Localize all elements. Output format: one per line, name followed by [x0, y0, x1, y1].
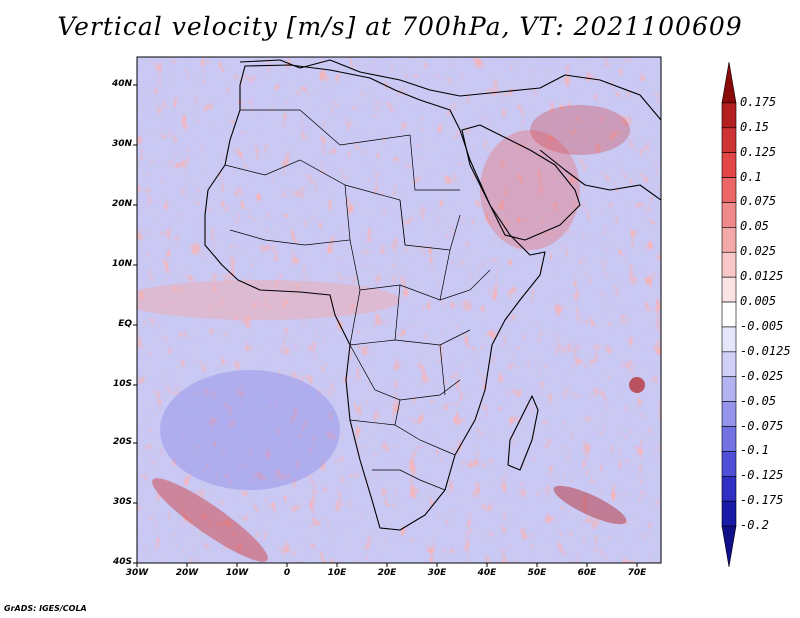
colorbar-segment [721, 376, 737, 402]
lon-label-30e: 30E [427, 568, 447, 578]
lat-label-40s: 40S [112, 557, 132, 567]
colorbar-label: 0.175 [740, 94, 777, 109]
borders [224, 109, 491, 491]
colorbar-segment [721, 61, 737, 104]
africa-coastline [204, 64, 546, 531]
velocity-field [137, 57, 661, 563]
lon-label-40e: 40E [477, 568, 497, 578]
map-title: Vertical velocity [m/s] at 700hPa, VT: 2… [57, 12, 743, 41]
indian-ocean-ascent [553, 485, 627, 525]
lon-label-0: 0 [283, 568, 291, 578]
lat-label-30s: 30S [112, 497, 132, 507]
colorbar-segment [721, 476, 737, 502]
colorbar-label: 0.0125 [740, 269, 784, 284]
lat-label-20s: 20S [112, 437, 132, 447]
iran-ascent-area [530, 105, 630, 155]
colorbar-segment [721, 102, 737, 129]
madagascar [507, 395, 539, 471]
colorbar-segment [721, 525, 737, 568]
lon-label-10e: 10E [327, 568, 347, 578]
lon-label-10w: 10W [225, 568, 249, 578]
lon-label-30w: 30W [125, 568, 149, 578]
lon-label-20e: 20E [377, 568, 397, 578]
lon-label-50e: 50E [527, 568, 547, 578]
colorbar-label: -0.2 [740, 518, 769, 533]
south-atlantic-descent [160, 370, 340, 490]
colorbar-segment [721, 127, 737, 153]
arabian-peninsula [461, 124, 581, 241]
colorbar-segment [721, 451, 737, 477]
colorbar-label: -0.05 [740, 393, 777, 408]
colorbar-label: -0.1 [740, 443, 769, 458]
lat-label-10s: 10S [112, 379, 132, 389]
colorbar-segment [721, 227, 737, 253]
colorbar-segment [721, 177, 737, 203]
colorbar-segment [721, 351, 737, 378]
coastlines [204, 59, 661, 531]
europe-coast [239, 59, 661, 121]
lon-label-60e: 60E [577, 568, 597, 578]
colorbar-label: 0.125 [740, 144, 777, 159]
lat-label-eq: EQ [118, 319, 132, 329]
colorbar-label: -0.075 [740, 418, 784, 433]
lon-label-70e: 70E [627, 568, 647, 578]
colorbar-segment [721, 500, 737, 527]
cyclone-ascent-spot [629, 377, 645, 393]
colorbar-label: 0.1 [740, 169, 762, 184]
colorbar-segment [721, 152, 737, 178]
colorbar-label: 0.075 [740, 194, 777, 209]
lat-label-30n: 30N [111, 139, 132, 149]
axis-ticks [133, 84, 638, 567]
colorbar-segment [721, 251, 737, 278]
colorbar-label: -0.0125 [740, 343, 791, 358]
colorbar-segment [721, 401, 737, 427]
map-frame [136, 56, 662, 564]
colorbar-label: -0.175 [740, 493, 784, 508]
lat-label-20n: 20N [111, 199, 132, 209]
colorbar-label: -0.005 [740, 318, 784, 333]
colorbar-label: 0.005 [740, 294, 777, 309]
colorbar-label: 0.05 [740, 219, 769, 234]
colorbar-segment [721, 426, 737, 452]
colorbar-label: -0.125 [740, 468, 784, 483]
colorbar-segment [721, 301, 737, 328]
lon-label-20w: 20W [175, 568, 199, 578]
colorbar-segment [721, 326, 737, 353]
southwest-jet-streak [152, 478, 268, 562]
colorbar-segment [721, 276, 737, 303]
colorbar-label: -0.025 [740, 368, 784, 383]
arabia-ascent-area [480, 130, 580, 250]
lat-label-10n: 10N [111, 259, 132, 269]
persian-gulf [539, 149, 661, 201]
credit-text: GrADS: IGES/COLA [4, 604, 87, 613]
colorbar-segment [721, 202, 737, 228]
lat-label-40n: 40N [111, 79, 132, 89]
colorbar-label: 0.15 [740, 119, 769, 134]
colorbar-label: 0.025 [740, 244, 777, 259]
